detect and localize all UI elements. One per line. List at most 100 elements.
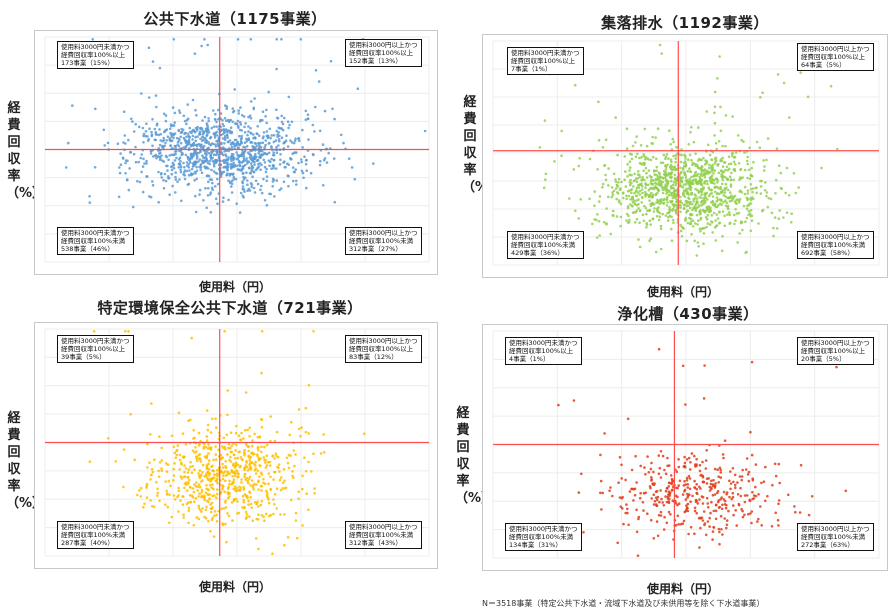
scatter-point <box>275 179 279 182</box>
scatter-point <box>667 180 670 183</box>
scatter-point <box>643 158 647 161</box>
scatter-point <box>679 229 683 233</box>
scatter-point <box>158 461 162 464</box>
scatter-point <box>702 202 706 205</box>
scatter-point <box>708 178 712 182</box>
scatter-point <box>785 166 789 170</box>
quadrant-line: 使用料3000円以上かつ <box>801 45 870 53</box>
scatter-point <box>247 166 251 170</box>
scatter-point <box>687 456 691 460</box>
scatter-point <box>263 445 266 449</box>
scatter-point <box>249 149 252 153</box>
scatter-point <box>135 493 139 497</box>
scatter-point <box>703 175 707 179</box>
scatter-point <box>198 508 202 512</box>
scatter-point <box>183 482 187 485</box>
scatter-point <box>247 445 250 449</box>
scatter-point <box>785 211 789 214</box>
quadrant-line: 経費回収率100%以上 <box>511 57 576 65</box>
scatter-point <box>180 153 183 157</box>
scatter-point <box>186 156 190 159</box>
scatter-point <box>627 220 631 224</box>
scatter-point <box>195 127 199 131</box>
scatter-point <box>288 123 291 127</box>
scatter-point <box>173 111 177 115</box>
scatter-point <box>639 464 642 468</box>
scatter-point <box>632 179 636 183</box>
scatter-point <box>727 509 730 513</box>
scatter-point <box>746 176 749 180</box>
scatter-point <box>251 156 254 159</box>
scatter-point <box>273 195 276 198</box>
scatter-point <box>234 489 238 493</box>
y-axis-label-special: 経費回収率（%） <box>6 411 46 511</box>
scatter-point <box>303 155 306 158</box>
scatter-point <box>275 151 279 154</box>
scatter-point <box>280 127 283 130</box>
quadrant-line: 使用料3000円以上かつ <box>801 339 870 347</box>
scatter-point <box>208 459 211 462</box>
scatter-point <box>743 185 747 189</box>
scatter-point <box>185 161 189 164</box>
scatter-point <box>251 486 255 489</box>
scatter-point <box>209 153 212 157</box>
scatter-point <box>204 166 207 170</box>
scatter-point <box>162 187 166 190</box>
scatter-point <box>249 455 253 459</box>
scatter-point <box>144 134 147 138</box>
scatter-point <box>91 38 94 41</box>
scatter-point <box>265 493 269 496</box>
scatter-point <box>210 168 213 172</box>
scatter-point <box>641 185 644 188</box>
quadrant-line: 使用料3000円以上かつ <box>349 337 418 345</box>
scatter-point <box>294 511 298 515</box>
scatter-point <box>723 224 727 228</box>
scatter-point <box>220 507 224 511</box>
scatter-point <box>172 166 176 170</box>
scatter-point <box>205 127 209 130</box>
scatter-point <box>637 238 640 241</box>
scatter-point <box>264 461 267 464</box>
scatter-point <box>197 506 201 510</box>
scatter-point <box>158 66 162 70</box>
scatter-point <box>764 181 767 184</box>
scatter-point <box>733 222 736 226</box>
scatter-point <box>220 151 224 155</box>
scatter-point <box>620 463 623 467</box>
scatter-point <box>640 182 643 185</box>
scatter-point <box>751 490 754 494</box>
scatter-point <box>588 197 591 201</box>
scatter-point <box>231 173 235 176</box>
scatter-point <box>299 38 303 41</box>
scatter-point <box>232 487 235 490</box>
scatter-point <box>573 83 577 87</box>
scatter-point <box>243 190 246 193</box>
scatter-point <box>717 527 721 531</box>
scatter-point <box>661 501 664 504</box>
scatter-point <box>212 170 216 173</box>
scatter-point <box>226 413 229 417</box>
scatter-point <box>780 187 783 190</box>
scatter-point <box>175 136 179 140</box>
scatter-point <box>653 170 656 173</box>
scatter-point <box>714 503 718 507</box>
scatter-point <box>649 237 653 240</box>
scatter-point <box>287 184 290 188</box>
scatter-point <box>141 165 145 168</box>
scatter-point <box>698 469 702 473</box>
scatter-point <box>695 181 698 185</box>
scatter-point <box>844 489 848 493</box>
quadrant-line: 使用料3000円以上かつ <box>801 233 870 241</box>
scatter-point <box>666 464 669 468</box>
scatter-point <box>792 172 796 175</box>
scatter-point <box>155 124 159 127</box>
scatter-point <box>195 114 198 117</box>
scatter-point <box>161 159 164 162</box>
scatter-point <box>737 503 741 507</box>
scatter-point <box>213 134 217 137</box>
scatter-point <box>215 492 219 496</box>
scatter-point <box>664 214 668 217</box>
scatter-point <box>255 517 258 521</box>
scatter-point <box>725 523 729 527</box>
scatter-point <box>122 448 126 451</box>
